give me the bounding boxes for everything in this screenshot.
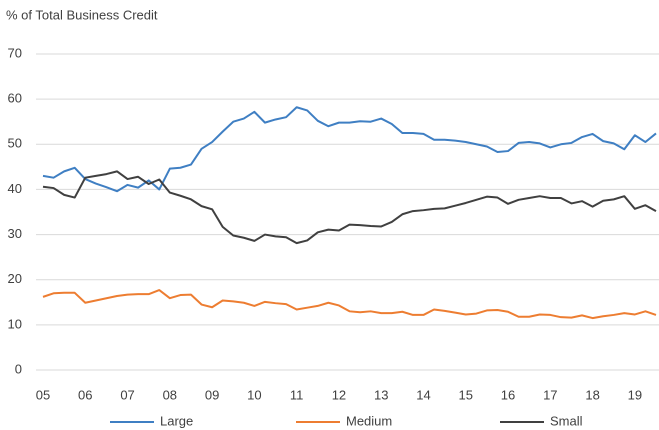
y-tick-label: 10 xyxy=(8,316,22,331)
legend-label: Medium xyxy=(346,413,392,428)
series-line xyxy=(42,289,657,320)
y-tick-label: 40 xyxy=(8,181,22,196)
x-tick-label: 15 xyxy=(459,387,473,402)
x-tick-label: 17 xyxy=(543,387,557,402)
x-tick-label: 07 xyxy=(120,387,134,402)
x-tick-label: 06 xyxy=(78,387,92,402)
y-tick-label: 70 xyxy=(8,45,22,60)
y-tick-label: 60 xyxy=(8,91,22,106)
x-tick-label: 18 xyxy=(585,387,599,402)
x-tick-label: 13 xyxy=(374,387,388,402)
y-tick-label: 50 xyxy=(8,136,22,151)
legend-label: Small xyxy=(550,413,583,428)
x-tick-label: 19 xyxy=(628,387,642,402)
x-tick-label: 16 xyxy=(501,387,515,402)
series-line xyxy=(42,106,657,193)
y-tick-label: 0 xyxy=(15,361,22,376)
x-tick-label: 09 xyxy=(205,387,219,402)
x-tick-label: 12 xyxy=(332,387,346,402)
x-tick-label: 10 xyxy=(247,387,261,402)
x-tick-label: 05 xyxy=(36,387,50,402)
legend-label: Large xyxy=(160,413,193,428)
x-tick-label: 14 xyxy=(416,387,430,402)
y-tick-label: 20 xyxy=(8,271,22,286)
series-line xyxy=(42,170,657,245)
y-tick-label: 30 xyxy=(8,226,22,241)
x-tick-label: 11 xyxy=(290,387,304,402)
x-tick-label: 08 xyxy=(163,387,177,402)
y-axis-label: % of Total Business Credit xyxy=(6,7,158,22)
